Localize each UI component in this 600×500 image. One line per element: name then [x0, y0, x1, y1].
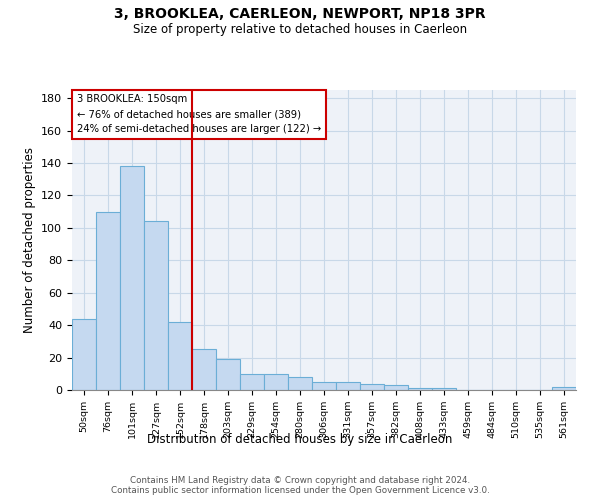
Bar: [240, 374, 264, 390]
Bar: [336, 382, 360, 390]
Bar: [384, 385, 408, 390]
Bar: [72, 318, 96, 390]
Bar: [216, 359, 240, 390]
Bar: [360, 384, 384, 390]
Text: Contains HM Land Registry data © Crown copyright and database right 2024.
Contai: Contains HM Land Registry data © Crown c…: [110, 476, 490, 495]
Bar: [168, 322, 192, 390]
Bar: [432, 388, 456, 390]
Bar: [192, 350, 216, 390]
Bar: [144, 222, 168, 390]
Bar: [408, 388, 432, 390]
Bar: [552, 387, 576, 390]
Text: Distribution of detached houses by size in Caerleon: Distribution of detached houses by size …: [148, 432, 452, 446]
Bar: [288, 377, 312, 390]
Bar: [312, 382, 336, 390]
Bar: [264, 374, 288, 390]
Text: 3, BROOKLEA, CAERLEON, NEWPORT, NP18 3PR: 3, BROOKLEA, CAERLEON, NEWPORT, NP18 3PR: [114, 8, 486, 22]
Text: 3 BROOKLEA: 150sqm
← 76% of detached houses are smaller (389)
24% of semi-detach: 3 BROOKLEA: 150sqm ← 76% of detached hou…: [77, 94, 321, 134]
Bar: [120, 166, 144, 390]
Y-axis label: Number of detached properties: Number of detached properties: [23, 147, 35, 333]
Text: Size of property relative to detached houses in Caerleon: Size of property relative to detached ho…: [133, 22, 467, 36]
Bar: [96, 212, 120, 390]
